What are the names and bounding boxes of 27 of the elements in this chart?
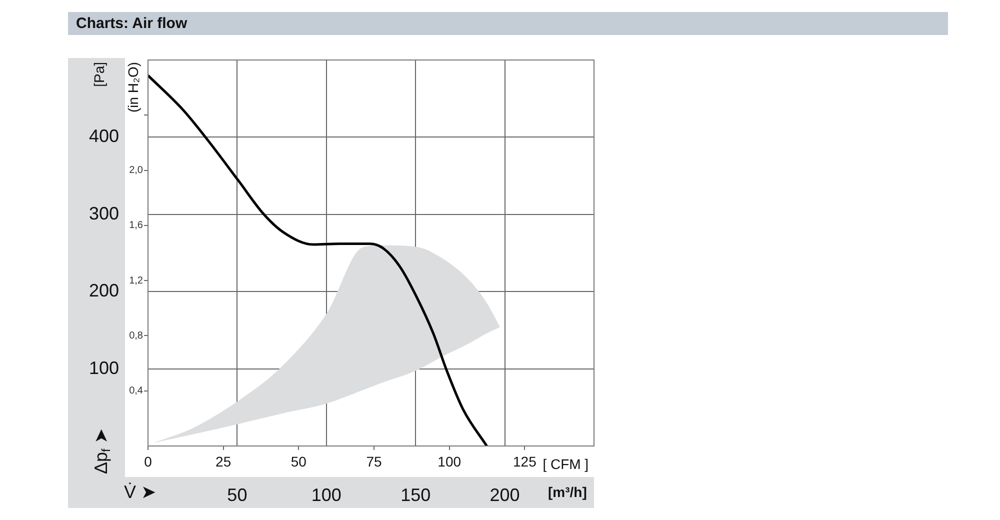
x-tick-label: 50 [227, 484, 248, 505]
x-tick-label: 100 [311, 484, 342, 505]
y2-tick-label: 1,2 [129, 275, 144, 286]
y2-tick-label: 0,8 [129, 330, 144, 342]
x-tick-label: 200 [490, 484, 520, 505]
y-tick-label: 100 [88, 358, 119, 378]
y-tick-label: 400 [88, 126, 119, 146]
y2-tick-label: 2,0 [129, 165, 144, 176]
text: V̇ ➤ [124, 482, 156, 502]
chart-title: Charts: Air flow [68, 12, 948, 35]
x2-tick-label: 100 [438, 453, 462, 470]
y2-tick-label: 0,4 [129, 386, 144, 397]
x2-axis-title: [ CFM ] [542, 456, 589, 472]
text: Δpf ➤ [90, 428, 113, 474]
x2-tick-label: 125 [513, 453, 537, 470]
y2-tick-label: 1,6 [129, 220, 144, 232]
x-tick-label: 150 [400, 484, 431, 505]
line-series [148, 74, 488, 446]
x2-tick-label: 0 [144, 453, 152, 470]
y-tick-label: 200 [88, 280, 119, 301]
y-tick-label: 300 [88, 203, 119, 224]
x-axis-title: [m³/h] [548, 484, 587, 500]
y-axis-title: [Pa] [90, 62, 107, 87]
x2-tick-label: 25 [216, 453, 232, 470]
x2-tick-label: 75 [366, 453, 382, 470]
y2-axis-title: (in H₂O) [124, 62, 141, 113]
x2-tick-label: 50 [290, 453, 307, 470]
